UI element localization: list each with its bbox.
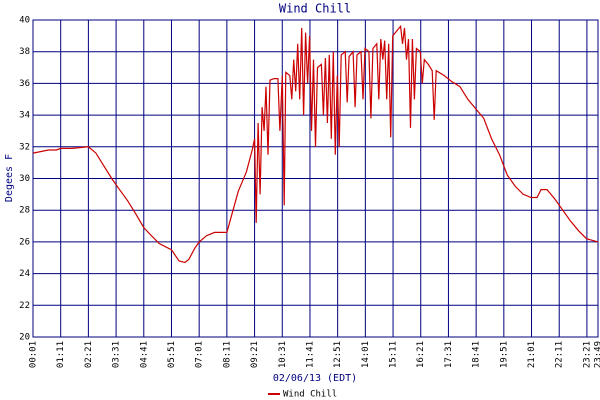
x-tick-label: 03:31 [112,341,122,368]
x-tick-label: 23:49 [594,341,600,368]
x-tick-label: 09:21 [250,341,260,368]
x-tick-label: 01:11 [56,341,66,368]
x-axis-title: 02/06/13 (EDT) [273,373,357,384]
y-tick-label: 32 [19,142,30,152]
chart-title: Wind Chill [279,2,351,16]
x-tick-label: 17:31 [444,341,454,368]
x-tick-label: 02:21 [84,341,94,368]
y-axis-title: Degees F [4,154,15,202]
x-tick-label: 07:01 [195,341,205,368]
x-tick-label: 22:11 [555,341,565,368]
x-tick-label: 19:51 [499,341,509,368]
y-tick-label: 28 [19,206,30,216]
y-tick-label: 26 [19,237,30,247]
x-tick-label: 10:31 [278,341,288,368]
x-tick-label: 16:21 [416,341,426,368]
data-line [32,24,599,264]
y-tick-label: 38 [19,47,30,57]
y-tick-label: 22 [19,301,30,311]
x-tick-label: 18:41 [472,341,482,368]
x-tick-label: 21:01 [527,341,537,368]
x-tick-label: 08:11 [222,341,232,368]
y-tick-label: 40 [19,16,30,26]
x-tick-label: 12:51 [333,341,343,368]
y-tick-label: 30 [19,174,30,184]
x-tick-label: 05:51 [167,341,177,368]
x-tick-label: 04:41 [139,341,149,368]
x-tick-label: 11:41 [305,341,315,368]
y-tick-label: 34 [19,111,30,121]
x-tick-label: 15:11 [389,341,399,368]
y-tick-label: 20 [19,333,30,343]
x-tick-label: 14:01 [361,341,371,368]
y-tick-label: 24 [19,269,30,279]
x-tick-label: 23:21 [582,341,592,368]
legend-label: Wind Chill [283,390,337,400]
y-tick-label: 36 [19,79,30,89]
x-tick-label: 00:01 [29,341,39,368]
